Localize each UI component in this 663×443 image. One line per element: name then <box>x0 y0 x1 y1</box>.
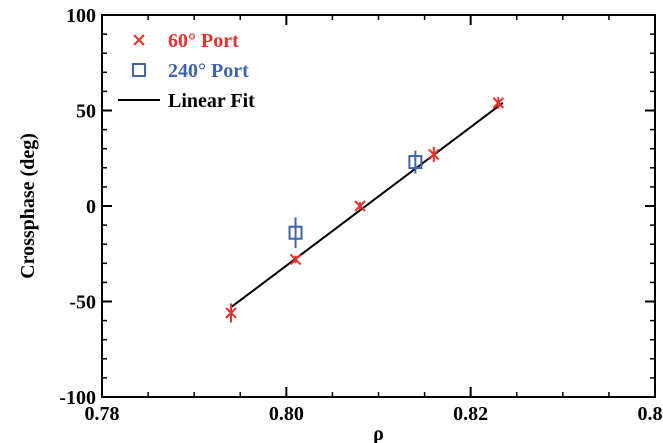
y-tick-label: -100 <box>59 387 96 409</box>
tick-marks <box>101 14 656 398</box>
legend-label: Linear Fit <box>168 90 255 112</box>
fit-layer <box>230 102 504 309</box>
legend-60-port: 60° Port <box>133 30 239 52</box>
y-axis-title: Crossphase (deg) <box>17 133 39 279</box>
legend-linear-fit: Linear Fit <box>118 90 255 112</box>
linear-fit-line <box>230 102 504 309</box>
point-60-port <box>354 200 366 212</box>
point-240-port <box>408 150 423 174</box>
point-60-port <box>289 253 302 266</box>
legend-label: 240° Port <box>168 60 249 82</box>
tick-labels: 0.78 0.80 0.82 0.84 -100 -50 0 50 100 <box>59 5 663 425</box>
x-tick-label: 0.84 <box>638 403 663 425</box>
x-tick-label: 0.78 <box>85 403 120 425</box>
legend: 60° Port 240° Port Linear Fit <box>118 30 255 112</box>
point-60-port <box>428 146 440 163</box>
y-tick-label: 100 <box>66 5 96 27</box>
y-tick-label: -50 <box>69 292 96 314</box>
data-points <box>225 97 505 323</box>
point-60-port <box>492 97 505 109</box>
x-tick-label: 0.80 <box>269 403 304 425</box>
legend-label: 60° Port <box>168 30 239 52</box>
x-tick-label: 0.82 <box>453 403 488 425</box>
y-tick-label: 50 <box>76 101 96 123</box>
x-axis-title: ρ <box>373 423 384 443</box>
legend-240-port: 240° Port <box>132 60 249 82</box>
point-240-port <box>288 217 303 249</box>
y-tick-label: 0 <box>86 196 96 218</box>
point-60-port <box>225 303 237 323</box>
